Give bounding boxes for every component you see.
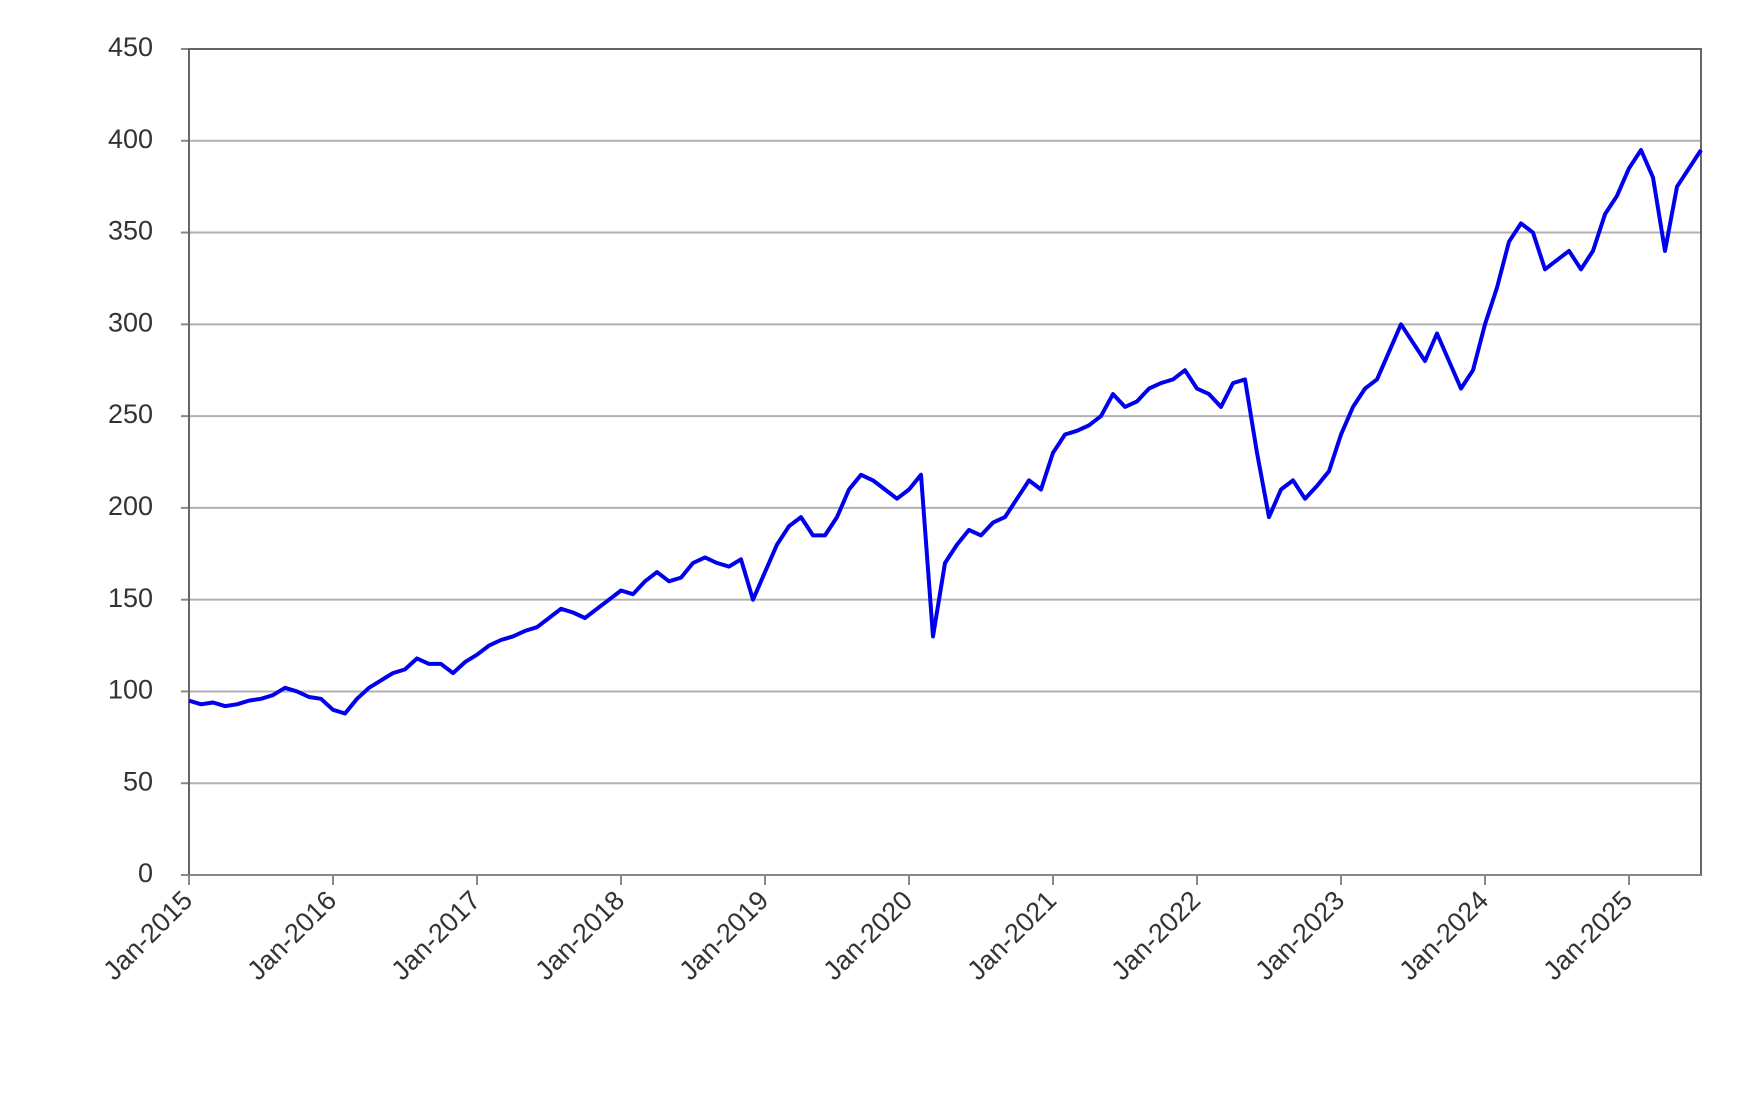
- y-tick-label: 450: [108, 32, 153, 62]
- plot-frame: [188, 48, 1702, 876]
- x-tick-label: Jan-2017: [385, 885, 486, 986]
- y-tick-label: 300: [108, 307, 153, 337]
- x-tick-label: Jan-2018: [529, 885, 630, 986]
- x-tick-label: Jan-2015: [97, 885, 198, 986]
- y-tick-label: 0: [138, 858, 153, 888]
- x-tick-label: Jan-2025: [1537, 885, 1638, 986]
- y-tick-label: 400: [108, 124, 153, 154]
- x-tick-label: Jan-2024: [1393, 885, 1494, 986]
- x-tick-label: Jan-2016: [241, 885, 342, 986]
- x-tick-label: Jan-2023: [1249, 885, 1350, 986]
- y-tick-label: 150: [108, 583, 153, 613]
- x-tick-label: Jan-2020: [817, 885, 918, 986]
- y-tick-label: 250: [108, 399, 153, 429]
- y-tick-label: 100: [108, 675, 153, 705]
- data-line: [188, 148, 1703, 716]
- y-tick-label: 350: [108, 216, 153, 246]
- x-tick-label: Jan-2019: [673, 885, 774, 986]
- y-tick-label: 200: [108, 491, 153, 521]
- y-tick-label: 50: [123, 766, 153, 796]
- x-tick-label: Jan-2022: [1105, 885, 1206, 986]
- x-tick-label: Jan-2021: [961, 885, 1062, 986]
